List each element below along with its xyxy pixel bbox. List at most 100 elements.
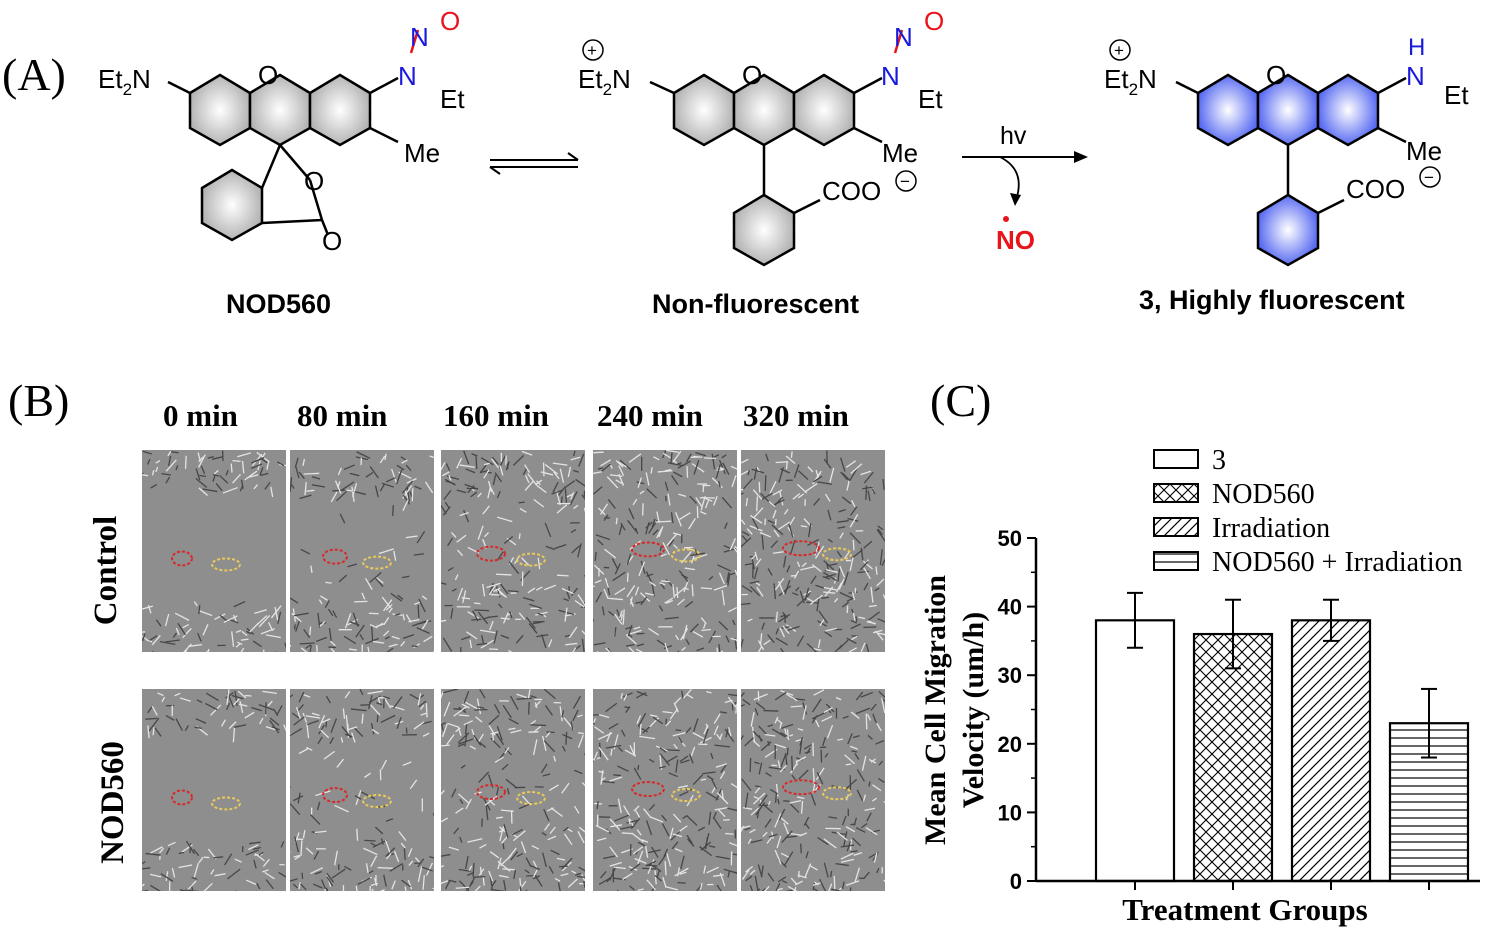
micrograph-control-2: [441, 450, 585, 652]
nod560-me-label: Me: [404, 138, 440, 168]
timepoint-160: 160 min: [443, 398, 549, 433]
nod560-et-sub: 2: [123, 80, 132, 99]
y-tick-label-3: 30: [998, 663, 1022, 688]
fluor-ring-o: O: [1266, 60, 1286, 90]
photolysis-arrow: [962, 151, 1088, 222]
panel-label-b: (B): [8, 375, 70, 426]
tracked-cell-yellow: [671, 548, 701, 563]
nod560-et: Et: [98, 64, 123, 94]
y-tick-label-5: 50: [998, 526, 1022, 551]
tracked-cell-red: [782, 540, 820, 557]
micrograph-control-4: [741, 450, 885, 652]
micrograph-control-1: [290, 450, 434, 652]
tracked-cell-red: [322, 548, 348, 565]
nonfluor-et: Et: [578, 64, 603, 94]
nod560-amine-n: N: [132, 64, 151, 94]
row-label-nod560: NOD560: [94, 741, 131, 864]
no-label: NO: [996, 225, 1035, 255]
nod560-lactone-o: O: [304, 166, 324, 196]
nonfluor-et-sub: 2: [603, 80, 612, 99]
micrograph-control-3: [593, 450, 737, 652]
svg-text:Et2N: Et2N: [578, 64, 631, 99]
svg-text:Et2N: Et2N: [1104, 64, 1157, 99]
y-axis-title-line1: Mean Cell Migration: [919, 575, 952, 845]
nod560-nitroso-o: O: [440, 6, 460, 36]
micrograph-control-0: [142, 450, 286, 652]
legend-label-3: NOD560 + Irradiation: [1212, 547, 1463, 578]
fluor-et: Et: [1104, 64, 1129, 94]
nod560-ring-o: O: [258, 60, 278, 90]
micrograph-nod560-2: [441, 689, 585, 891]
fluor-minus: −: [1424, 168, 1434, 187]
bar-2: [1290, 619, 1372, 883]
micrograph-nod560-0: [142, 689, 286, 891]
tracked-cell-yellow: [516, 552, 546, 567]
nonfluor-plus: +: [587, 41, 597, 60]
tracked-cell-yellow: [211, 557, 241, 572]
row-label-control: Control: [88, 515, 125, 626]
bar-1: [1192, 632, 1274, 883]
svg-text:Et2N: Et2N: [98, 64, 151, 99]
micrograph-nod560-3: [593, 689, 737, 891]
nod560-structure: [167, 29, 420, 242]
fluor-h: H: [1408, 34, 1425, 61]
fluor-amine-n2: N: [1406, 61, 1425, 91]
nonfluorescent-structure: [582, 29, 917, 267]
nonfluor-et-label: Et: [918, 84, 943, 114]
timepoint-0: 0 min: [163, 398, 238, 433]
panel-label-a: (A): [2, 49, 66, 100]
tracked-cell-red: [171, 789, 193, 806]
hv-label: hv: [1000, 122, 1027, 150]
legend-label-2: Irradiation: [1212, 513, 1330, 544]
label-nonfluorescent: Non-fluorescent: [652, 289, 860, 319]
nonfluor-amine-n: N: [612, 64, 631, 94]
fluor-et-sub: 2: [1129, 80, 1138, 99]
y-tick-label-2: 20: [998, 732, 1022, 757]
nonfluor-nitroso-o: O: [924, 6, 944, 36]
legend-swatch-2: [1153, 517, 1199, 537]
legend-swatch-0: [1153, 449, 1199, 469]
x-axis-title: Treatment Groups: [1122, 892, 1367, 927]
nonfluor-coo: COO: [822, 176, 881, 206]
tracked-cell-yellow: [362, 555, 392, 570]
nonfluor-minus: −: [900, 172, 910, 191]
nod560-nitroso-n: N: [398, 61, 417, 91]
nod560-n-top: N: [410, 22, 429, 52]
micrograph-nod560-1: [290, 689, 434, 891]
reaction-scheme: O O O Et2N N N O Et Me O Et2N + N N O Et…: [98, 6, 1469, 267]
panel-label-c: (C): [930, 375, 992, 426]
nonfluor-nitroso-n: N: [881, 61, 900, 91]
tracked-cell-red: [476, 784, 506, 801]
timepoint-320: 320 min: [743, 398, 849, 433]
y-axis-title-line2: Velocity (um/h): [957, 612, 990, 808]
fluor-me-label: Me: [1406, 136, 1442, 166]
fluorescent-structure: [1109, 39, 1441, 267]
label-nod560: NOD560: [226, 289, 332, 319]
tracked-cell-yellow: [211, 796, 241, 811]
y-tick-label-4: 40: [998, 595, 1022, 620]
timepoint-240: 240 min: [597, 398, 703, 433]
fluor-et-label: Et: [1444, 80, 1469, 110]
fluor-amine-n: N: [1138, 64, 1157, 94]
fluor-plus: +: [1114, 41, 1124, 60]
legend-swatch-3: [1153, 551, 1199, 571]
tracked-cell-red: [476, 545, 506, 562]
tracked-cell-red: [171, 550, 193, 567]
nod560-carbonyl-o: O: [322, 226, 342, 256]
nonfluor-ring-o: O: [742, 60, 762, 90]
label-highly-fluorescent: 3, Highly fluorescent: [1139, 285, 1405, 315]
tracked-cell-red: [631, 541, 665, 558]
tracked-cell-red: [322, 787, 348, 804]
legend-label-0: 3: [1212, 445, 1226, 476]
timepoint-80: 80 min: [297, 398, 388, 433]
equilibrium-arrow: [489, 152, 579, 175]
legend-swatch-1: [1153, 483, 1199, 503]
nod560-et-label: Et: [440, 84, 465, 114]
y-tick-label-1: 10: [998, 800, 1022, 825]
nonfluor-n-top: N: [894, 22, 913, 52]
nonfluor-me-label: Me: [882, 138, 918, 168]
tracked-cell-red: [782, 779, 820, 796]
y-tick-label-0: 0: [1010, 869, 1022, 894]
